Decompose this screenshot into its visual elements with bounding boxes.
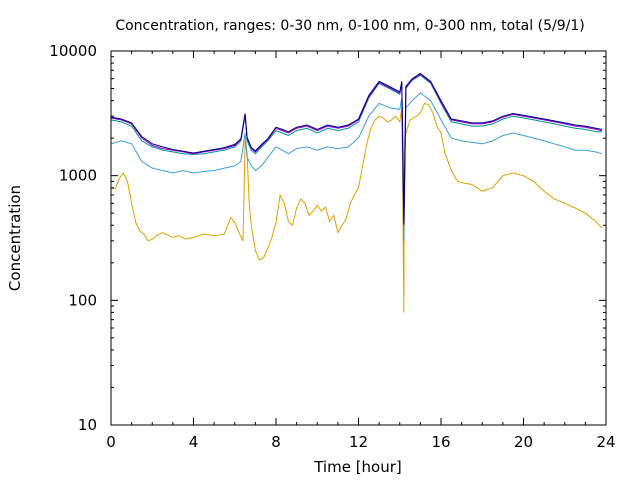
series-layer xyxy=(110,72,603,313)
chart-title: Concentration, ranges: 0-30 nm, 0-100 nm… xyxy=(115,18,584,34)
x-axis-label: Time [hour] xyxy=(313,458,402,476)
y-tick-label: 100 xyxy=(68,291,97,309)
y-tick-label: 1000 xyxy=(59,167,97,185)
x-tick-label: 0 xyxy=(106,433,116,451)
ticks-layer: 0 4 8 12 16 20 24 10 100 1000 10000 xyxy=(49,42,615,451)
x-tick-label: 16 xyxy=(431,433,450,451)
y-axis-label: Concentration xyxy=(6,185,24,291)
series-line-3 xyxy=(110,74,602,226)
y-tick-label: 10000 xyxy=(49,42,97,60)
x-tick-label: 24 xyxy=(596,433,615,451)
x-tick-label: 12 xyxy=(349,433,368,451)
x-tick-label: 20 xyxy=(514,433,533,451)
y-tick-label: 10 xyxy=(78,416,97,434)
series-line-1 xyxy=(110,102,603,313)
plot-frame xyxy=(110,50,607,426)
x-tick-label: 4 xyxy=(189,433,199,451)
series-line-4 xyxy=(110,73,602,226)
x-tick-label: 8 xyxy=(271,433,281,451)
series-line-2 xyxy=(110,92,603,241)
series-line-5 xyxy=(110,72,602,224)
